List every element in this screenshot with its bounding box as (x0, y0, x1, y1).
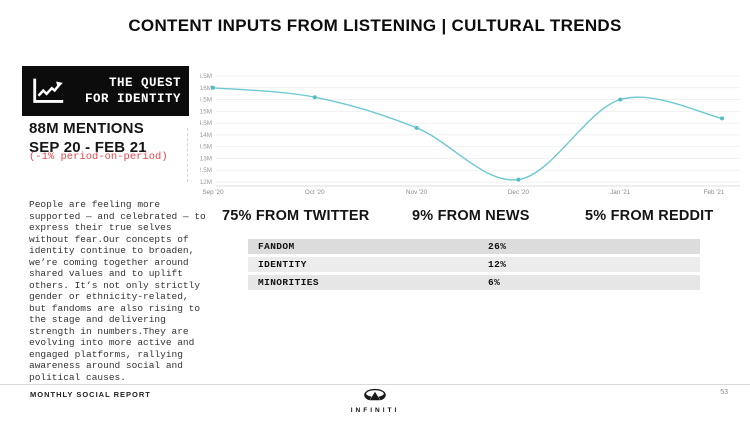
topic-label: MINORITIES (258, 277, 320, 288)
svg-text:12.5M: 12.5M (200, 167, 212, 174)
svg-text:15.5M: 15.5M (200, 97, 212, 104)
source-share-news: 9% FROM NEWS (412, 208, 530, 224)
change-stat: (-1% period-on-period) (29, 151, 168, 163)
table-row: IDENTITY 12% (248, 257, 700, 272)
svg-text:13.5M: 13.5M (200, 144, 212, 151)
topic-value: 12% (488, 259, 507, 270)
svg-text:15M: 15M (200, 108, 212, 115)
line-chart-svg: 16.5M 16M 15.5M 15M 14.5M 14M 13.5M 13M 12.5M 12M… (194, 73, 740, 196)
trend-badge: THE QUEST FOR IDENTITY (22, 66, 189, 116)
table-row: MINORITIES 6% (248, 275, 700, 290)
infiniti-wordmark: INFINITI (350, 407, 400, 414)
table-row: FANDOM 26% (248, 239, 700, 254)
topic-label: FANDOM (258, 241, 295, 252)
page-number: 53 (720, 389, 728, 396)
badge-title: THE QUEST FOR IDENTITY (84, 76, 181, 106)
page-title: CONTENT INPUTS FROM LISTENING | CULTURAL… (128, 16, 622, 35)
topics-table: FANDOM 26% IDENTITY 12% MINORITIES 6% (248, 239, 700, 293)
svg-text:14.5M: 14.5M (200, 120, 212, 127)
source-share-reddit: 5% FROM REDDIT (585, 208, 714, 224)
svg-text:Jan '21: Jan '21 (610, 189, 631, 196)
svg-text:13M: 13M (200, 155, 212, 162)
source-share-twitter: 75% FROM TWITTER (222, 208, 370, 224)
topic-value: 26% (488, 241, 507, 252)
trend-line-icon (22, 75, 74, 107)
svg-text:Feb '21: Feb '21 (704, 189, 725, 196)
svg-text:Oct '20: Oct '20 (305, 189, 325, 196)
mentions-headline: 88M MENTIONS SEP 20 - FEB 21 (29, 120, 147, 156)
footer-divider (0, 384, 750, 385)
topic-value: 6% (488, 277, 501, 288)
svg-text:Sep '20: Sep '20 (202, 189, 224, 196)
infiniti-emblem-icon (363, 388, 387, 406)
svg-text:16M: 16M (200, 85, 212, 92)
svg-text:16.5M: 16.5M (200, 73, 212, 80)
infiniti-logo: INFINITI (0, 388, 750, 414)
commentary-text: People are feeling more supported — and … (29, 199, 206, 383)
mentions-line-chart: 16.5M 16M 15.5M 15M 14.5M 14M 13.5M 13M 12.5M 12M… (194, 60, 748, 200)
topic-label: IDENTITY (258, 259, 307, 270)
svg-text:Nov '20: Nov '20 (406, 189, 428, 196)
y-axis-title-marks (187, 128, 188, 182)
report-name: MONTHLY SOCIAL REPORT (30, 390, 151, 399)
svg-text:12M: 12M (200, 179, 212, 186)
svg-text:Dec '20: Dec '20 (508, 189, 530, 196)
svg-text:14M: 14M (200, 132, 212, 139)
